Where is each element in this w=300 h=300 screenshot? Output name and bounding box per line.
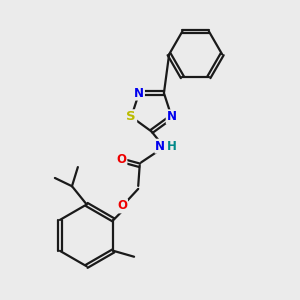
Text: N: N <box>134 87 144 100</box>
Text: N: N <box>155 140 165 153</box>
Text: S: S <box>127 110 136 123</box>
Text: H: H <box>167 140 176 153</box>
Text: O: O <box>117 200 127 212</box>
Text: N: N <box>167 110 177 123</box>
Text: O: O <box>116 153 126 166</box>
